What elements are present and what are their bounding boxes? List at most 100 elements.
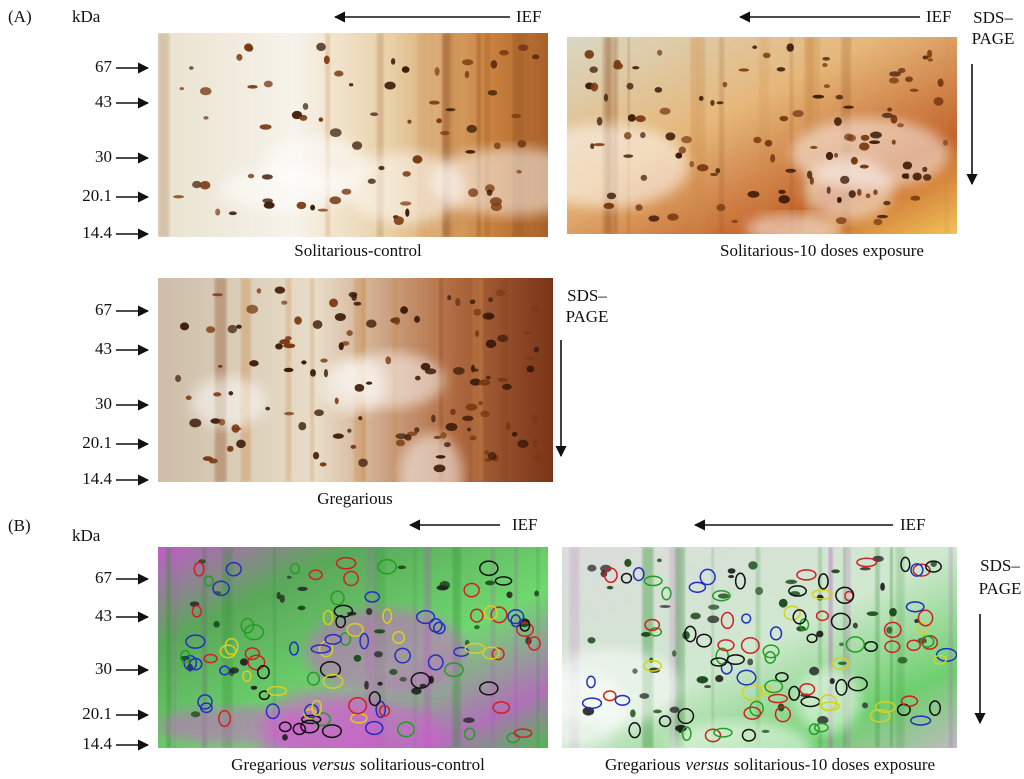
gel-spot xyxy=(173,195,184,198)
gel-spot xyxy=(474,625,480,629)
gel-spot xyxy=(450,409,456,415)
gel-spot xyxy=(587,637,595,643)
gel-spot xyxy=(770,154,775,163)
gel-spot xyxy=(816,631,823,638)
gel-spot xyxy=(437,585,449,590)
gel-spot xyxy=(310,369,316,377)
gel-spot xyxy=(499,50,509,55)
gel-spot xyxy=(436,118,442,123)
gel-spot xyxy=(860,165,869,169)
gel-spot xyxy=(229,667,239,673)
gel-spot xyxy=(431,415,435,423)
gel-spot xyxy=(229,211,237,215)
gel-spot xyxy=(396,433,408,439)
marker-label: 67 xyxy=(95,568,113,587)
gel-spot xyxy=(455,298,460,306)
gel-spot xyxy=(257,288,262,293)
gel-spot xyxy=(681,136,692,143)
gel-spot xyxy=(623,154,633,158)
gel-spot xyxy=(880,583,885,591)
gel-spot xyxy=(313,452,319,459)
gel-spot xyxy=(779,195,790,204)
gel-spot xyxy=(718,593,730,598)
gel-image xyxy=(158,547,548,776)
gel-spot xyxy=(236,54,242,61)
gel-spot xyxy=(943,140,948,146)
gel-spot xyxy=(282,734,288,741)
gel-spot xyxy=(903,161,912,169)
gel-spot xyxy=(355,384,365,392)
gel-spot xyxy=(523,331,531,334)
ief-label: IEF xyxy=(512,515,538,534)
caption-part: solitarious-10 doses exposure xyxy=(734,755,935,774)
gel-spot xyxy=(313,320,323,329)
gel-content xyxy=(526,37,957,245)
gel-spot xyxy=(462,416,473,421)
gel-spot xyxy=(653,710,662,714)
gel-spot xyxy=(672,650,676,656)
gel-spot xyxy=(262,174,273,179)
gel-spot xyxy=(316,43,326,51)
gel-spot xyxy=(279,339,290,344)
gel-spot xyxy=(732,220,738,223)
gel-spot xyxy=(213,621,219,628)
gel-spot xyxy=(446,108,456,111)
gel-spot xyxy=(857,189,862,196)
gel-spot xyxy=(440,432,446,439)
gel-spot xyxy=(938,79,944,87)
gel-image xyxy=(526,37,957,245)
gel-spot xyxy=(329,299,338,308)
gel-spot xyxy=(877,215,888,218)
gel-spot xyxy=(191,711,201,717)
gel-spot xyxy=(310,205,315,211)
gel-streak xyxy=(158,33,169,237)
gel-spot xyxy=(475,330,479,337)
gel-spot xyxy=(240,658,249,665)
gel-spot xyxy=(910,196,920,201)
gel-spot xyxy=(587,565,596,572)
gel-spot xyxy=(866,193,871,198)
gel-spot xyxy=(927,50,932,58)
gel-spot xyxy=(200,181,211,189)
gel-spot xyxy=(517,140,526,148)
gel-spot xyxy=(526,357,534,361)
gel-spot xyxy=(212,293,223,296)
gel-spot xyxy=(627,83,634,90)
gel-spot xyxy=(689,161,694,167)
gel-streak xyxy=(949,547,953,748)
gel-spot xyxy=(179,87,184,90)
gel-spot xyxy=(707,616,719,624)
marker-label: 20.1 xyxy=(82,433,112,452)
gel-spot xyxy=(265,407,270,411)
gel-spot xyxy=(844,134,853,141)
sds-page-label: PAGE xyxy=(979,579,1022,598)
gel-spot xyxy=(175,375,181,382)
gel-spot xyxy=(531,306,540,312)
gel-spot xyxy=(889,608,897,617)
gel-spot xyxy=(603,203,614,209)
gel-spot xyxy=(922,167,927,172)
unit-label: kDa xyxy=(72,7,101,26)
gel-spot xyxy=(186,395,192,400)
gel-spot xyxy=(436,455,446,458)
gel-spot xyxy=(614,60,621,69)
gel-spot xyxy=(206,326,215,333)
gel-spot xyxy=(378,166,384,170)
gel-spot xyxy=(747,659,753,666)
gel-spot xyxy=(834,117,842,126)
gel-spot xyxy=(675,153,682,159)
gel-spot xyxy=(236,440,246,448)
gel-spot xyxy=(319,117,323,121)
gel-spot xyxy=(859,142,869,150)
gel-spot xyxy=(339,342,344,350)
gel-spot xyxy=(873,189,877,195)
gel-spot xyxy=(364,681,369,690)
gel-spot xyxy=(889,78,899,84)
gel-spot xyxy=(334,70,343,76)
gel-spot xyxy=(377,682,382,686)
gel-spot xyxy=(624,132,632,139)
marker-label: 20.1 xyxy=(82,186,112,205)
gel-spot xyxy=(813,95,825,99)
gel-spot xyxy=(607,193,616,200)
gel-spot xyxy=(934,97,944,106)
